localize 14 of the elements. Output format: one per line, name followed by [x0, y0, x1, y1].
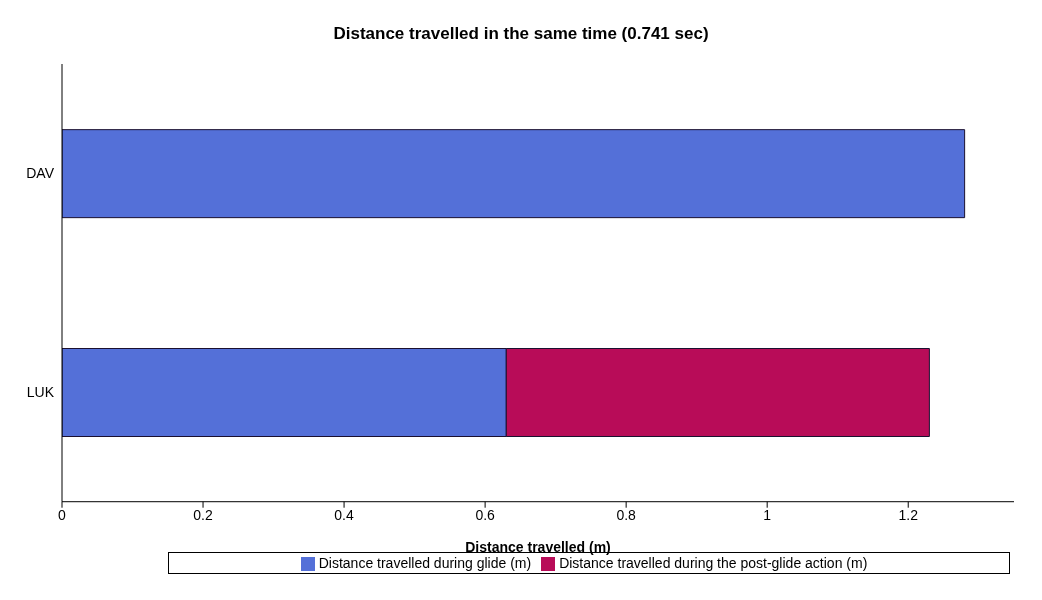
x-tick-label: 0.2 [193, 506, 213, 523]
y-tick-label: LUK [26, 384, 55, 401]
x-tick-label: 0.8 [616, 506, 637, 523]
x-tick-label: 0 [58, 506, 67, 523]
x-axis-title: Distance travelled (m) [465, 538, 611, 555]
x-tick-label: 1.2 [898, 506, 919, 523]
chart-title: Distance travelled in the same time (0.741 sec) [332, 24, 710, 44]
legend-label: Distance travelled during glide (m) [318, 554, 532, 571]
bar [62, 129, 966, 219]
x-tick-label: 1 [763, 506, 772, 523]
y-tick-label: DAV [26, 165, 55, 182]
x-tick-label: 0.4 [334, 506, 355, 523]
x-tick-label: 0.6 [475, 506, 496, 523]
legend-label: Distance travelled during the post-glide action (m) [559, 554, 868, 571]
